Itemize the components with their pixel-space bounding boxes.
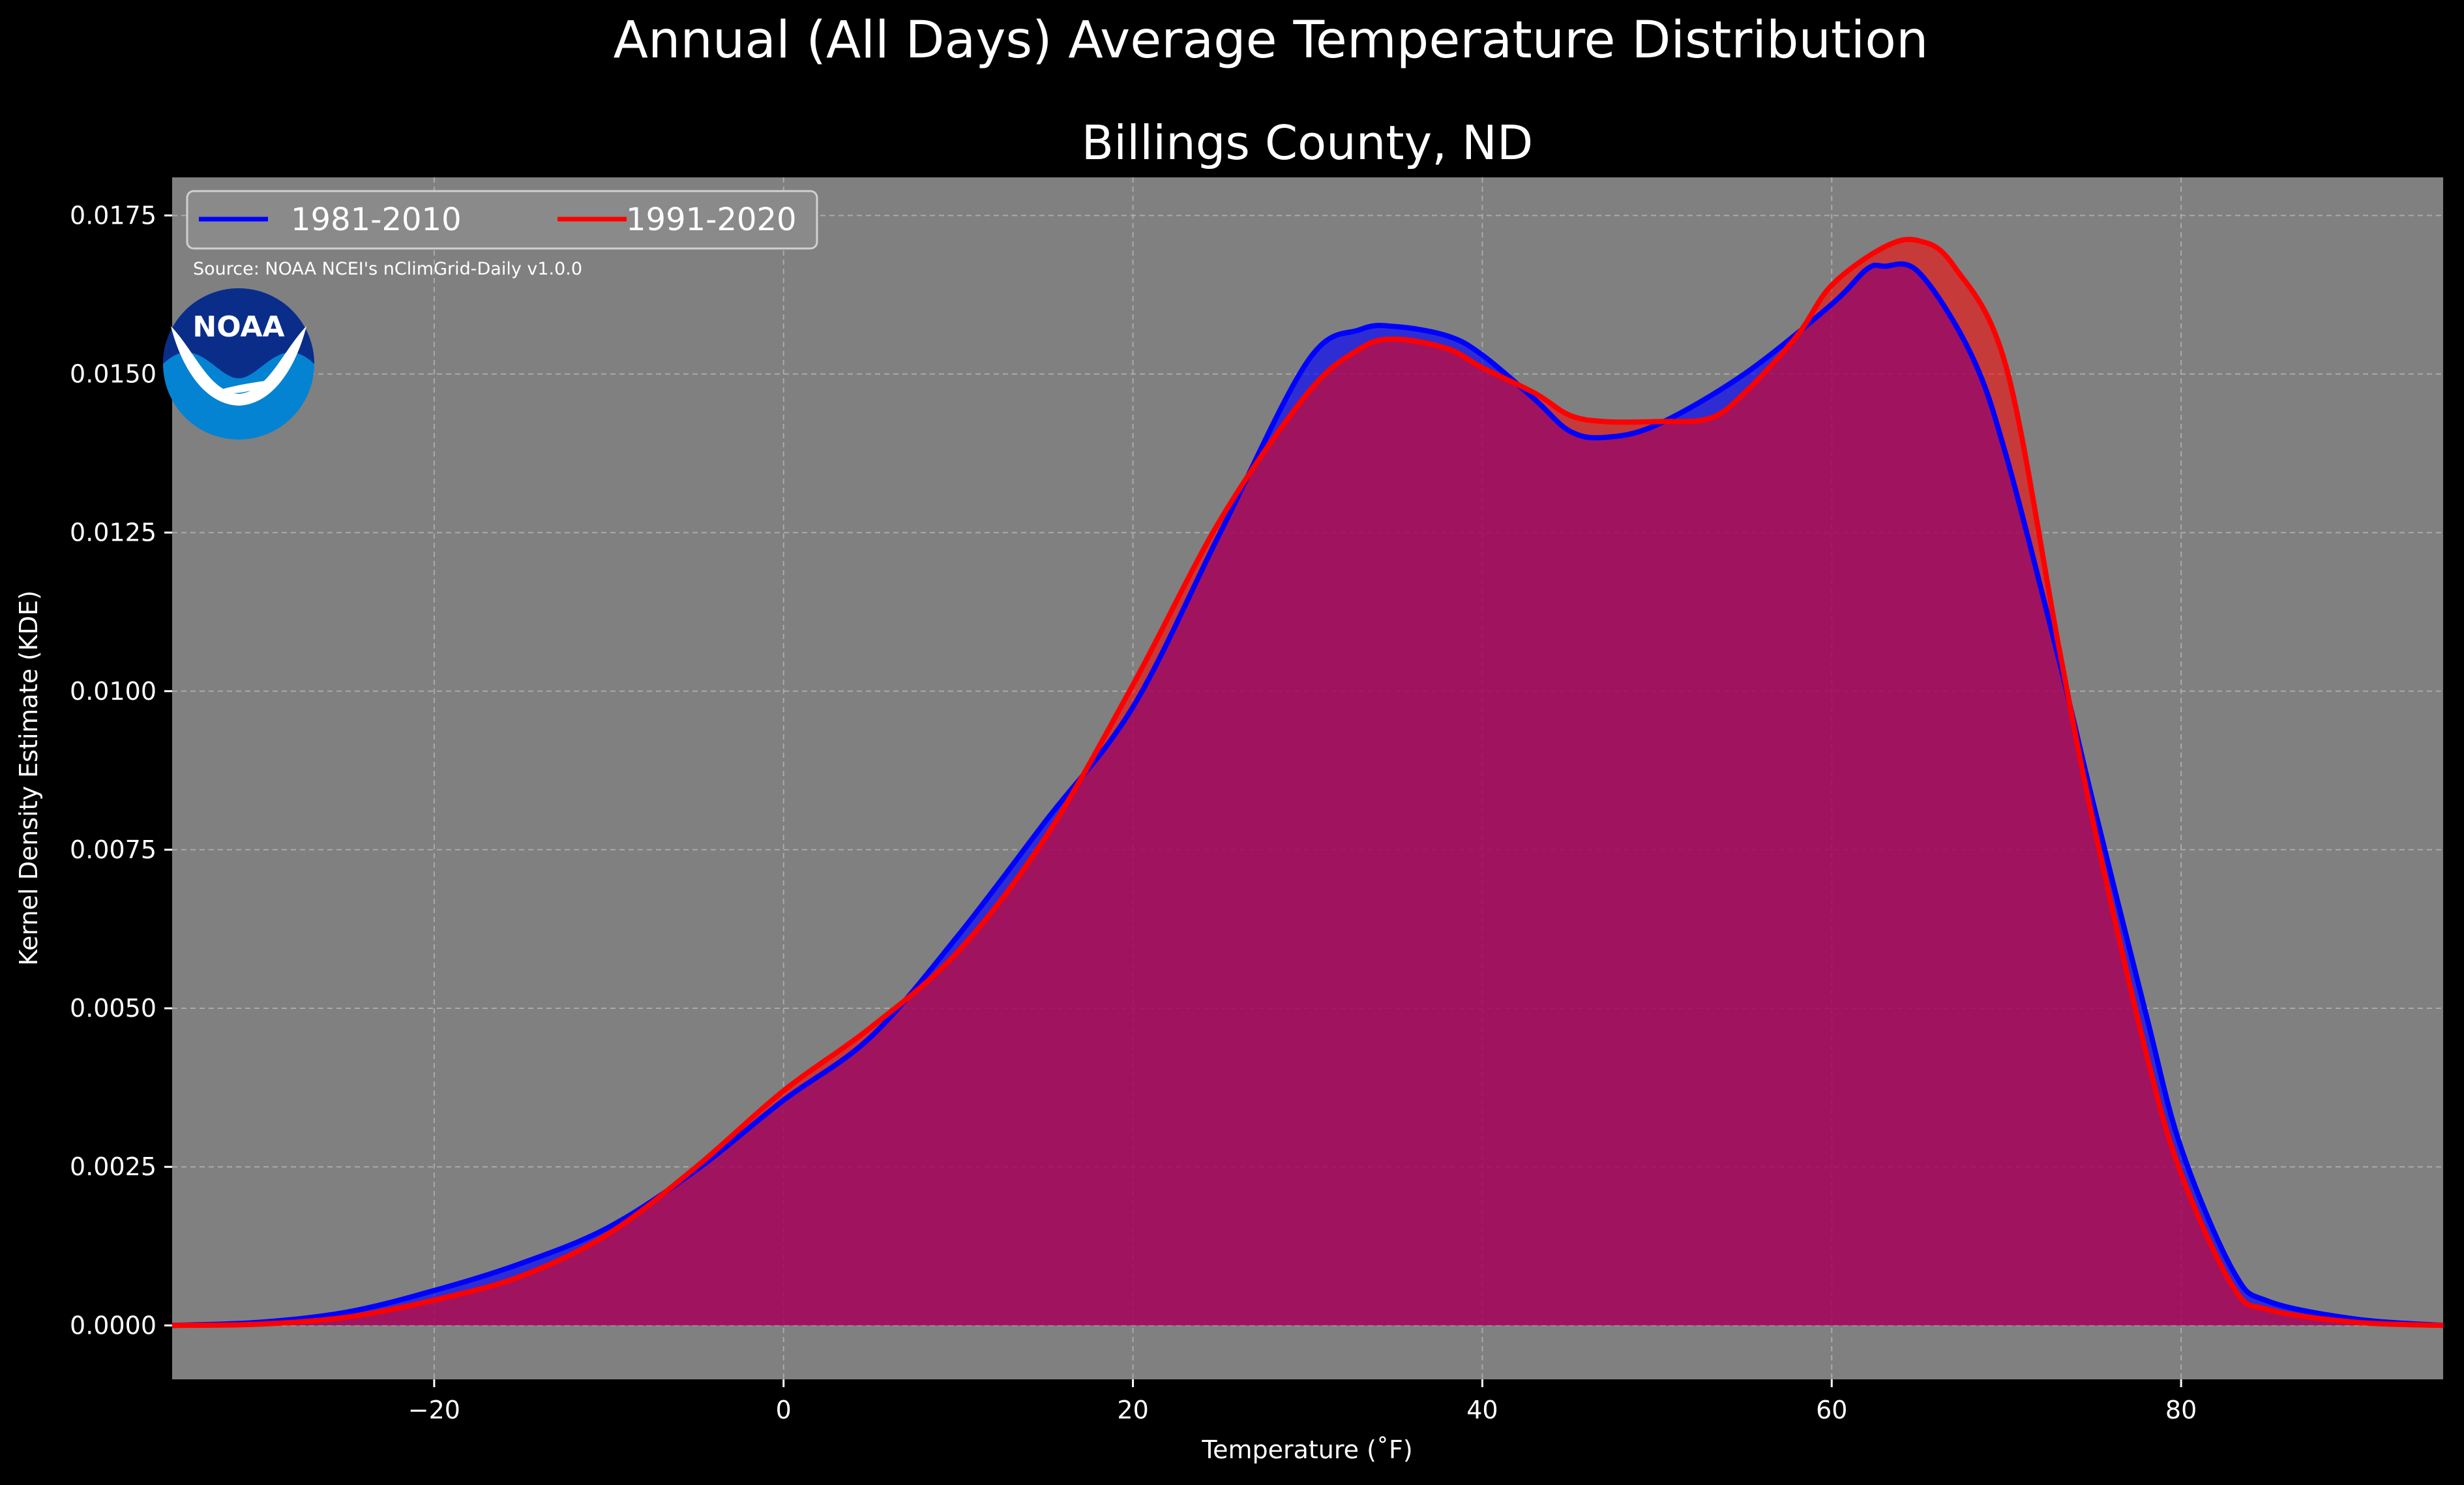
y-tick-label: 0.0075 — [70, 835, 156, 864]
y-tick-label: 0.0150 — [70, 359, 156, 388]
legend-label-1991-2020: 1991-2020 — [626, 202, 797, 238]
chart-title: Annual (All Days) Average Temperature Di… — [614, 11, 1929, 70]
y-tick-label: 0.0000 — [70, 1311, 156, 1340]
y-tick-label: 0.0100 — [70, 677, 156, 706]
density-lines — [171, 237, 2444, 1328]
x-tick-label: 40 — [1466, 1396, 1498, 1424]
density-line-1991-2020 — [171, 237, 2444, 1328]
y-axis-label: Kernel Density Estimate (KDE) — [14, 590, 43, 966]
noaa-logo: NOAA — [163, 288, 314, 440]
y-tick-label: 0.0175 — [70, 201, 156, 230]
density-fills — [172, 239, 2443, 1326]
x-tick-label: 20 — [1117, 1396, 1148, 1424]
x-tick-label: 80 — [2165, 1396, 2197, 1424]
y-tick-label: 0.0050 — [70, 994, 156, 1023]
x-tick-label: 60 — [1816, 1396, 1847, 1424]
noaa-logo-text: NOAA — [192, 310, 284, 344]
chart-subtitle: Billings County, ND — [1082, 115, 1534, 170]
y-tick-label: 0.0125 — [70, 518, 156, 547]
legend-label-1981-2010: 1981-2010 — [291, 202, 462, 238]
x-axis-label: Temperature (˚F) — [1201, 1435, 1412, 1464]
noaa-logo-bird-wing — [171, 326, 306, 406]
y-tick-label: 0.0025 — [70, 1152, 156, 1181]
source-note: Source: NOAA NCEI's nClimGrid-Daily v1.0… — [193, 259, 582, 279]
noaa-logo-bird-body — [215, 380, 274, 394]
x-tick-label: 0 — [776, 1396, 792, 1424]
density-fill-1991-2020 — [172, 239, 2443, 1326]
legend-box — [186, 190, 818, 250]
axes: −20 0 20 40 60 80 0.0000 0.0025 0.0050 0.0075 0.01… — [70, 201, 2197, 1424]
x-tick-label: −20 — [408, 1396, 460, 1424]
noaa-logo-top-half — [163, 288, 314, 378]
legend: 1981-2010 1991-2020 — [186, 190, 818, 250]
